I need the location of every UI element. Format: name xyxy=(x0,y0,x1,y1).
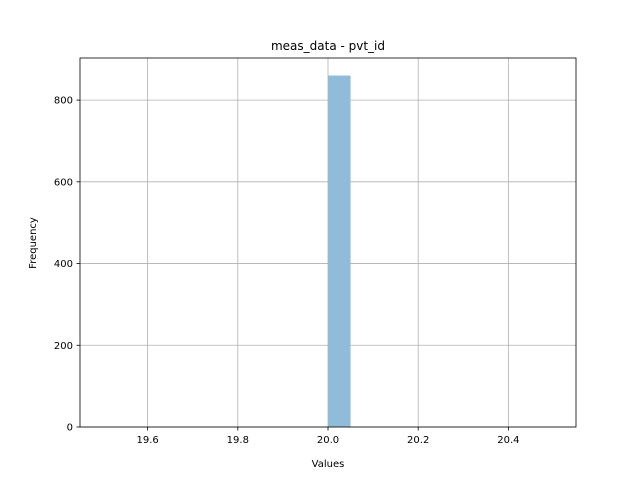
y-tick-label: 400 xyxy=(54,259,73,270)
x-tick-label: 20.0 xyxy=(317,435,339,446)
y-tick-label: 800 xyxy=(54,96,73,107)
chart-title: meas_data - pvt_id xyxy=(271,39,385,53)
y-tick-label: 0 xyxy=(67,423,73,434)
x-tick-label: 19.6 xyxy=(137,435,159,446)
x-tick-label: 20.4 xyxy=(497,435,519,446)
histogram-bars xyxy=(328,75,351,428)
x-axis-label: Values xyxy=(312,459,345,470)
y-axis-label: Frequency xyxy=(28,217,39,269)
x-axis-ticks: 19.6 19.8 20.0 20.2 20.4 xyxy=(137,427,519,446)
x-tick-label: 20.2 xyxy=(407,435,429,446)
y-tick-label: 600 xyxy=(54,177,73,188)
histogram-bar xyxy=(328,75,351,428)
y-tick-label: 200 xyxy=(54,341,73,352)
x-tick-label: 19.8 xyxy=(227,435,249,446)
y-axis-ticks: 0 200 400 600 800 xyxy=(54,96,80,434)
